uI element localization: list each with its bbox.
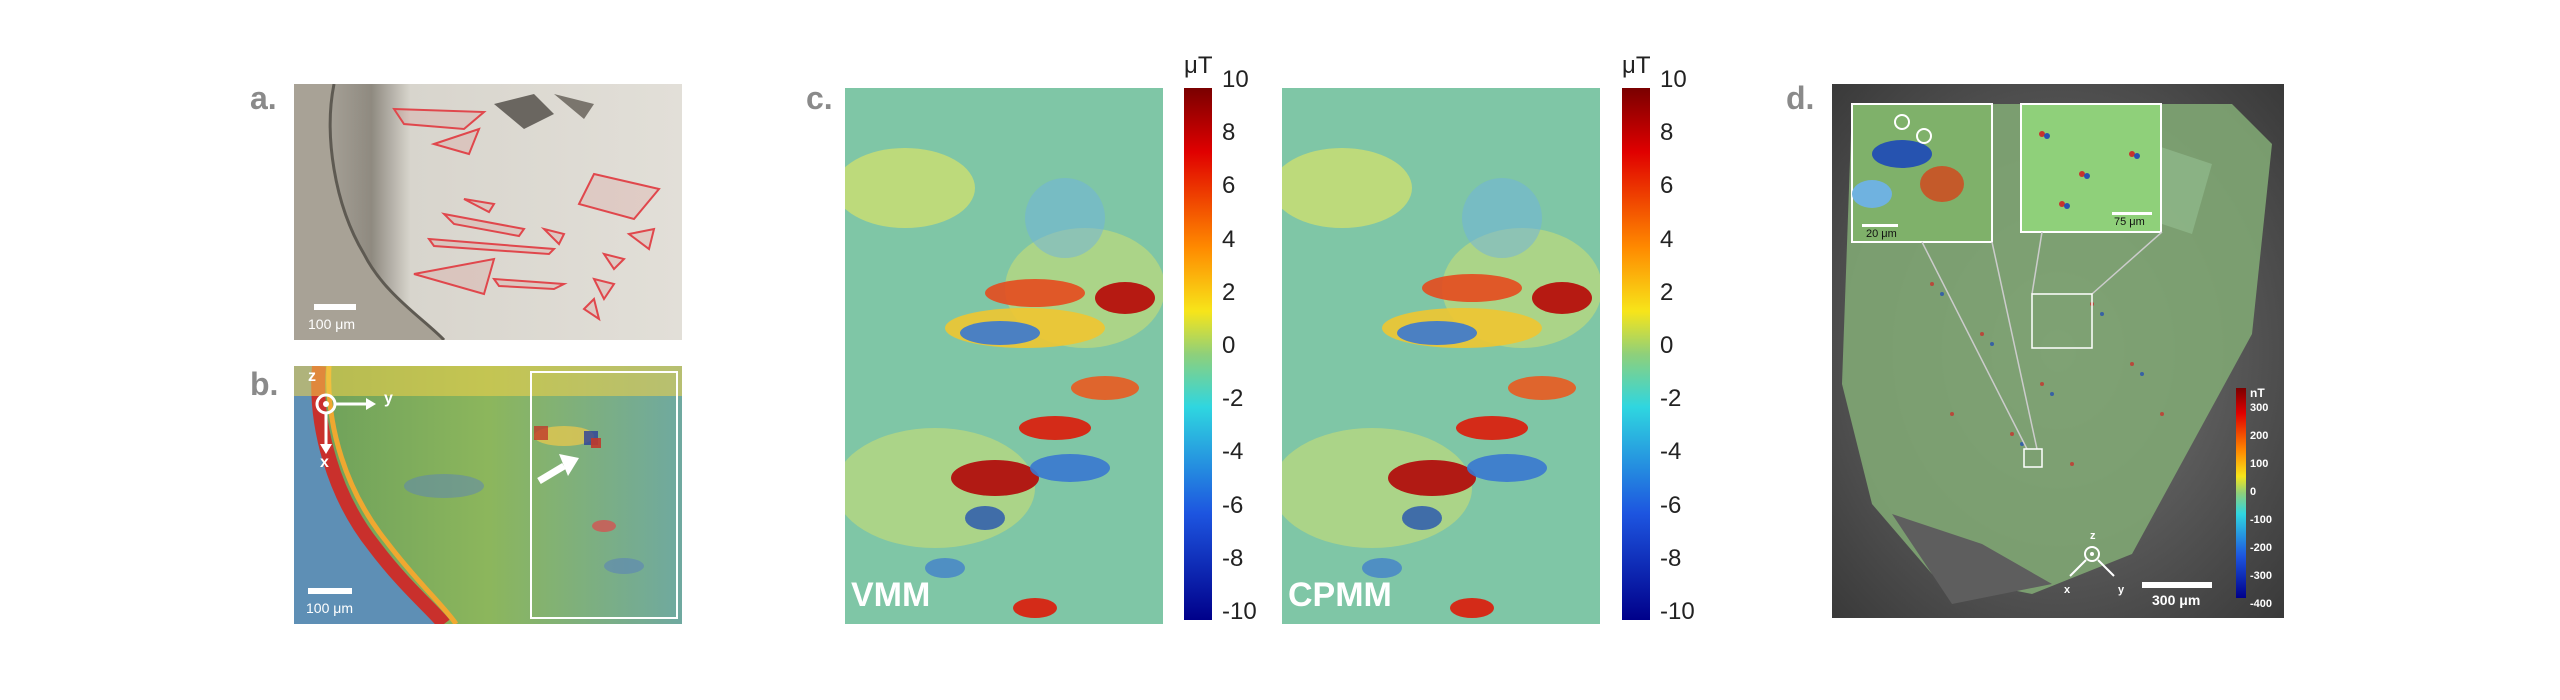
panel-b-scale-label: 100 μm [306, 600, 353, 616]
cpmm-label: CPMM [1288, 576, 1392, 614]
colorbar-tick-label: -8 [1660, 544, 1682, 572]
panel-d-colorbar-tick-label: 200 [2250, 430, 2269, 442]
panel-d-colorbar-tick-label: -200 [2250, 542, 2273, 554]
colorbar-tick-label: 2 [1660, 278, 1674, 306]
panel-b-letter: b. [250, 366, 279, 402]
colorbar-tick-label: -4 [1660, 438, 1682, 466]
vmm-map: VMM [845, 88, 1163, 624]
axis-icon [315, 393, 376, 454]
panel-d-inset1-scale-label: 20 μm [1866, 228, 1897, 240]
colorbar-tick-label: 8 [1660, 119, 1674, 147]
colorbar-tick-label: 10 [1660, 66, 1687, 93]
vmm-colorbar-ticks: 10 8 6 4 2 0 -2 -4 -6 -8 -10 [1222, 66, 1272, 638]
panel-d-svg [1832, 84, 2284, 618]
panel-a-scale-label: 100 μm [308, 316, 355, 332]
colorbar-tick-label: 4 [1222, 225, 1236, 253]
panel-a-svg [294, 84, 682, 340]
colorbar-tick-label: 4 [1660, 225, 1674, 253]
panel-d-colorbar-tick-label: -300 [2250, 570, 2273, 582]
panel-d-mosaic: z x y 20 μm 75 μm 300 μm nT 300 200 100 0 -1… [1832, 84, 2284, 618]
colorbar-tick-label: -6 [1660, 491, 1682, 519]
cpmm-colorbar-unit: μT [1622, 52, 1651, 79]
panel-d-scale-label: 300 μm [2152, 592, 2201, 608]
cpmm-map: CPMM [1282, 88, 1600, 624]
colorbar-tick-label: 0 [1660, 332, 1674, 359]
panel-d-axis-z: z [2090, 530, 2096, 542]
colorbar-tick-label: -10 [1660, 598, 1695, 625]
panel-d-colorbar-tick-label: 0 [2250, 486, 2257, 498]
panel-d-colorbar-tick-label: 300 [2250, 402, 2269, 414]
panel-d-colorbar-ticks: 300 200 100 0 -100 -200 -300 -400 [2250, 402, 2284, 610]
vmm-colorbar-unit: μT [1184, 52, 1213, 79]
colorbar-tick-label: 6 [1222, 172, 1236, 200]
colorbar-tick-label: -6 [1222, 491, 1244, 519]
panel-d-colorbar-unit: nT [2250, 386, 2265, 400]
panel-d-inset2-scale-label: 75 μm [2114, 216, 2145, 228]
panel-b-svg [294, 366, 682, 624]
colorbar-tick-label: 8 [1222, 119, 1236, 147]
axis-z-label: z [308, 368, 316, 385]
panel-d-colorbar-tick-label: -100 [2250, 514, 2273, 526]
panel-c-letter: c. [806, 80, 833, 116]
colorbar-tick-label: 0 [1222, 332, 1236, 359]
panel-d-colorbar-tick-label: 100 [2250, 458, 2269, 470]
colorbar-tick-label: -2 [1660, 385, 1682, 413]
panel-a-letter: a. [250, 80, 277, 116]
axis-icon [2069, 546, 2115, 577]
vmm-label: VMM [851, 576, 931, 614]
circle-marker-icon [1894, 114, 1932, 144]
panel-d-axis-x: x [2064, 584, 2071, 596]
colorbar-tick-label: 2 [1222, 278, 1236, 306]
panel-a-micrograph: 100 μm [294, 84, 682, 340]
axis-x-label: x [320, 454, 329, 471]
colorbar-tick-label: -10 [1222, 598, 1257, 625]
panel-d-axis-y: y [2118, 584, 2125, 596]
panel-b-overlay-map: z y x 100 μm [294, 366, 682, 624]
colorbar-tick-label: 6 [1660, 172, 1674, 200]
arrow-icon [537, 454, 579, 485]
vmm-colorbar [1184, 88, 1212, 620]
panel-d-colorbar-tick-label: -400 [2250, 598, 2273, 610]
panel-d-letter: d. [1786, 80, 1815, 116]
colorbar-tick-label: -4 [1222, 438, 1244, 466]
cpmm-colorbar [1622, 88, 1650, 620]
cpmm-colorbar-ticks: 10 8 6 4 2 0 -2 -4 -6 -8 -10 [1660, 66, 1710, 638]
colorbar-tick-label: 10 [1222, 66, 1249, 93]
panel-d-colorbar [2236, 388, 2246, 598]
axis-y-label: y [384, 390, 393, 407]
colorbar-tick-label: -2 [1222, 385, 1244, 413]
colorbar-tick-label: -8 [1222, 544, 1244, 572]
